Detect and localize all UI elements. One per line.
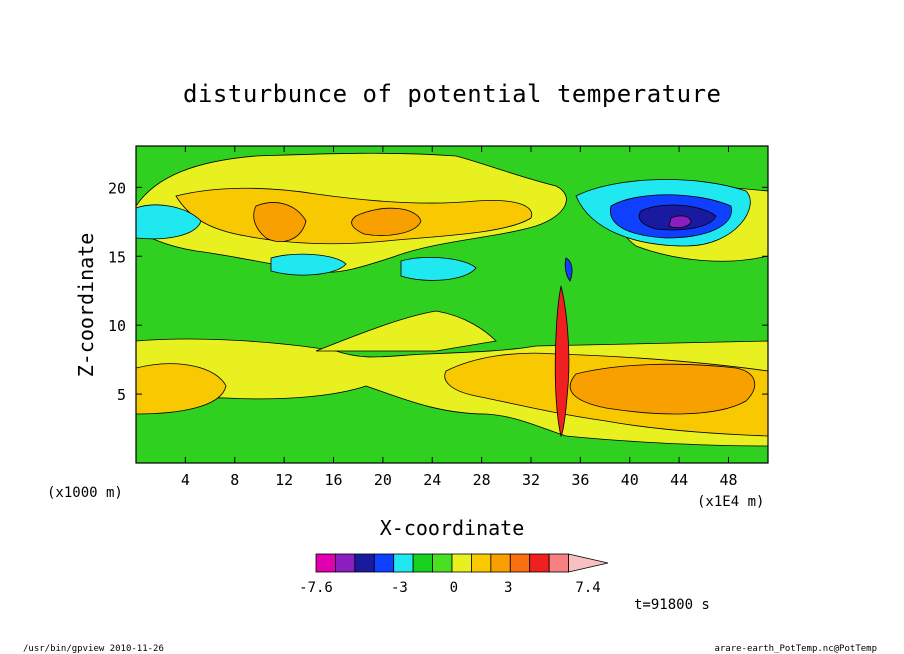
warm-left-gold	[136, 363, 227, 415]
colorbar-segment	[335, 553, 356, 573]
colorbar-segment	[529, 553, 550, 573]
cool-mid-b	[400, 257, 477, 281]
cold-core-purple	[668, 215, 692, 229]
upper-warm-cell-b	[351, 207, 422, 236]
colorbar-ticks: -7.6 -3 0 3 7.4	[299, 580, 601, 596]
colorbar-tick-label: 7.4	[575, 580, 600, 596]
y-tick-label: 5	[117, 386, 126, 404]
colorbar-segment	[315, 553, 336, 573]
x-tick-label: 44	[670, 471, 688, 489]
x-tick-label: 12	[275, 471, 293, 489]
colorbar-tick-label: -3	[391, 580, 408, 596]
x-tick-label: 8	[230, 471, 239, 489]
x-tick-label: 32	[522, 471, 540, 489]
x-tick-label: 28	[473, 471, 491, 489]
x-axis: 4 8 12 16 20 24 28 32 36 40 44 48	[181, 146, 738, 489]
y-tick-label: 10	[108, 317, 126, 335]
x-tick-label: 16	[324, 471, 342, 489]
x-tick-label: 4	[181, 471, 190, 489]
y-tick-label: 20	[108, 179, 126, 197]
x-tick-label: 20	[374, 471, 392, 489]
warm-right-orange	[569, 363, 756, 415]
y-axis-label: Z-coordinate	[74, 233, 98, 378]
x-tick-label: 24	[423, 471, 441, 489]
footer-right: arare-earth_PotTemp.nc@PotTemp	[714, 644, 877, 654]
x-tick-label: 40	[621, 471, 639, 489]
colorbar-segment	[548, 553, 569, 573]
colorbar-arrow	[568, 553, 609, 573]
colorbar-segment	[432, 553, 453, 573]
colorbar	[315, 553, 609, 573]
plume-core	[554, 285, 570, 438]
warm-plume-yellow	[315, 310, 497, 352]
colorbar-segment	[412, 553, 433, 573]
colorbar-segment	[509, 553, 531, 573]
cool-mid-a	[270, 253, 347, 276]
colorbar-segment	[490, 553, 511, 573]
contour-fields	[136, 152, 768, 447]
plot-frame	[135, 145, 769, 464]
colorbar-segment	[451, 553, 472, 573]
colorbar-segment	[471, 553, 492, 573]
plume-cold-core	[564, 257, 573, 282]
upper-warm-cell-a	[253, 202, 307, 242]
chart-title: disturbunce of potential temperature	[183, 80, 721, 108]
x-tick-label: 36	[571, 471, 589, 489]
y-axis: 5 10 15 20	[108, 179, 768, 404]
colorbar-segment	[373, 553, 395, 573]
x-tick-label: 48	[719, 471, 737, 489]
colorbar-segment	[354, 553, 375, 573]
cool-left	[136, 204, 202, 240]
colorbar-segment	[393, 553, 414, 573]
colorbar-tick-label: 3	[504, 580, 512, 596]
colorbar-tick-label: 0	[450, 580, 458, 596]
x-unit-left: (x1000 m)	[47, 485, 123, 501]
x-unit-right: (x1E4 m)	[697, 494, 764, 510]
footer-left: /usr/bin/gpview 2010-11-26	[23, 644, 164, 654]
time-label: t=91800 s	[634, 597, 710, 613]
x-axis-label: X-coordinate	[380, 516, 525, 540]
y-tick-label: 15	[108, 248, 126, 266]
colorbar-tick-label: -7.6	[299, 580, 333, 596]
